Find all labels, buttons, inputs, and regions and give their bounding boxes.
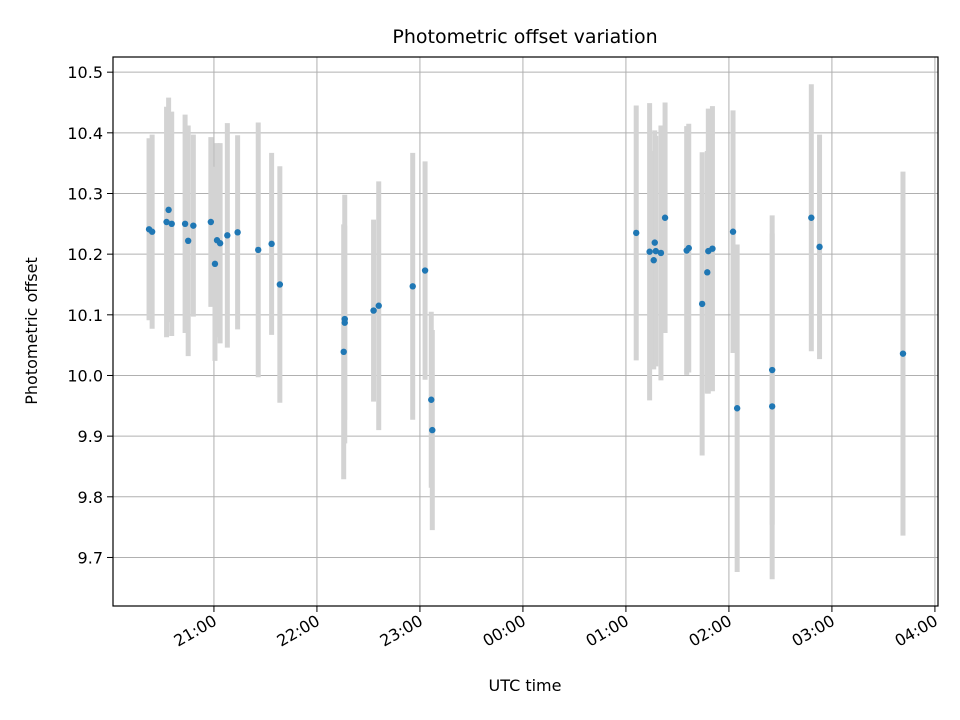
data-point [341,319,348,326]
data-point [216,240,224,247]
data-point [899,350,907,357]
y-tick-label: 10.2 [67,245,103,264]
data-point [652,247,659,255]
data-point [651,239,658,246]
data-point [428,396,435,403]
data-point [650,257,657,264]
data-point [698,300,706,308]
y-tick-label: 9.8 [78,488,103,507]
data-point [268,240,275,248]
data-point [181,220,189,228]
data-point [168,220,175,228]
y-tick-label: 10.3 [67,184,103,203]
data-point [768,403,776,410]
data-point [255,246,262,254]
data-point [370,307,377,314]
data-point [685,244,692,252]
data-point [184,237,192,245]
y-tick-label: 9.9 [78,427,103,446]
data-point [234,229,241,236]
y-tick-label: 10.5 [67,63,103,82]
data-point [276,281,284,288]
data-point [429,426,436,434]
y-tick-label: 9.7 [78,548,103,567]
chart-title: Photometric offset variation [392,26,657,48]
data-point [340,348,347,356]
data-point [375,302,382,309]
data-point [661,214,669,221]
y-tick-label: 10.4 [67,124,103,143]
data-point [816,243,823,251]
data-point [808,214,815,221]
data-point [657,249,665,257]
data-point [165,206,172,214]
gridlines [113,57,938,606]
data-point [633,229,640,237]
y-tick-label: 10.1 [67,306,103,325]
data-point [190,222,197,229]
data-point [704,269,711,276]
plot-frame [112,56,939,607]
y-axis-ticks: 9.7 9.8 9.9 10.0 10.1 10.2 10.3 10.4 10.5 [67,63,113,567]
data-point [709,245,716,252]
data-point [646,248,653,255]
y-tick-label: 10.0 [67,366,103,385]
data-point [148,228,156,235]
data-point [733,405,741,412]
y-axis-label: Photometric offset [22,257,41,405]
data-points [145,206,907,434]
data-point [729,228,737,235]
x-axis-label: UTC time [489,676,562,695]
data-point [409,283,416,290]
data-point [163,218,170,226]
data-point [207,218,215,226]
data-point [768,366,776,374]
data-point [211,260,219,268]
data-point [224,232,231,239]
data-point [421,267,429,274]
